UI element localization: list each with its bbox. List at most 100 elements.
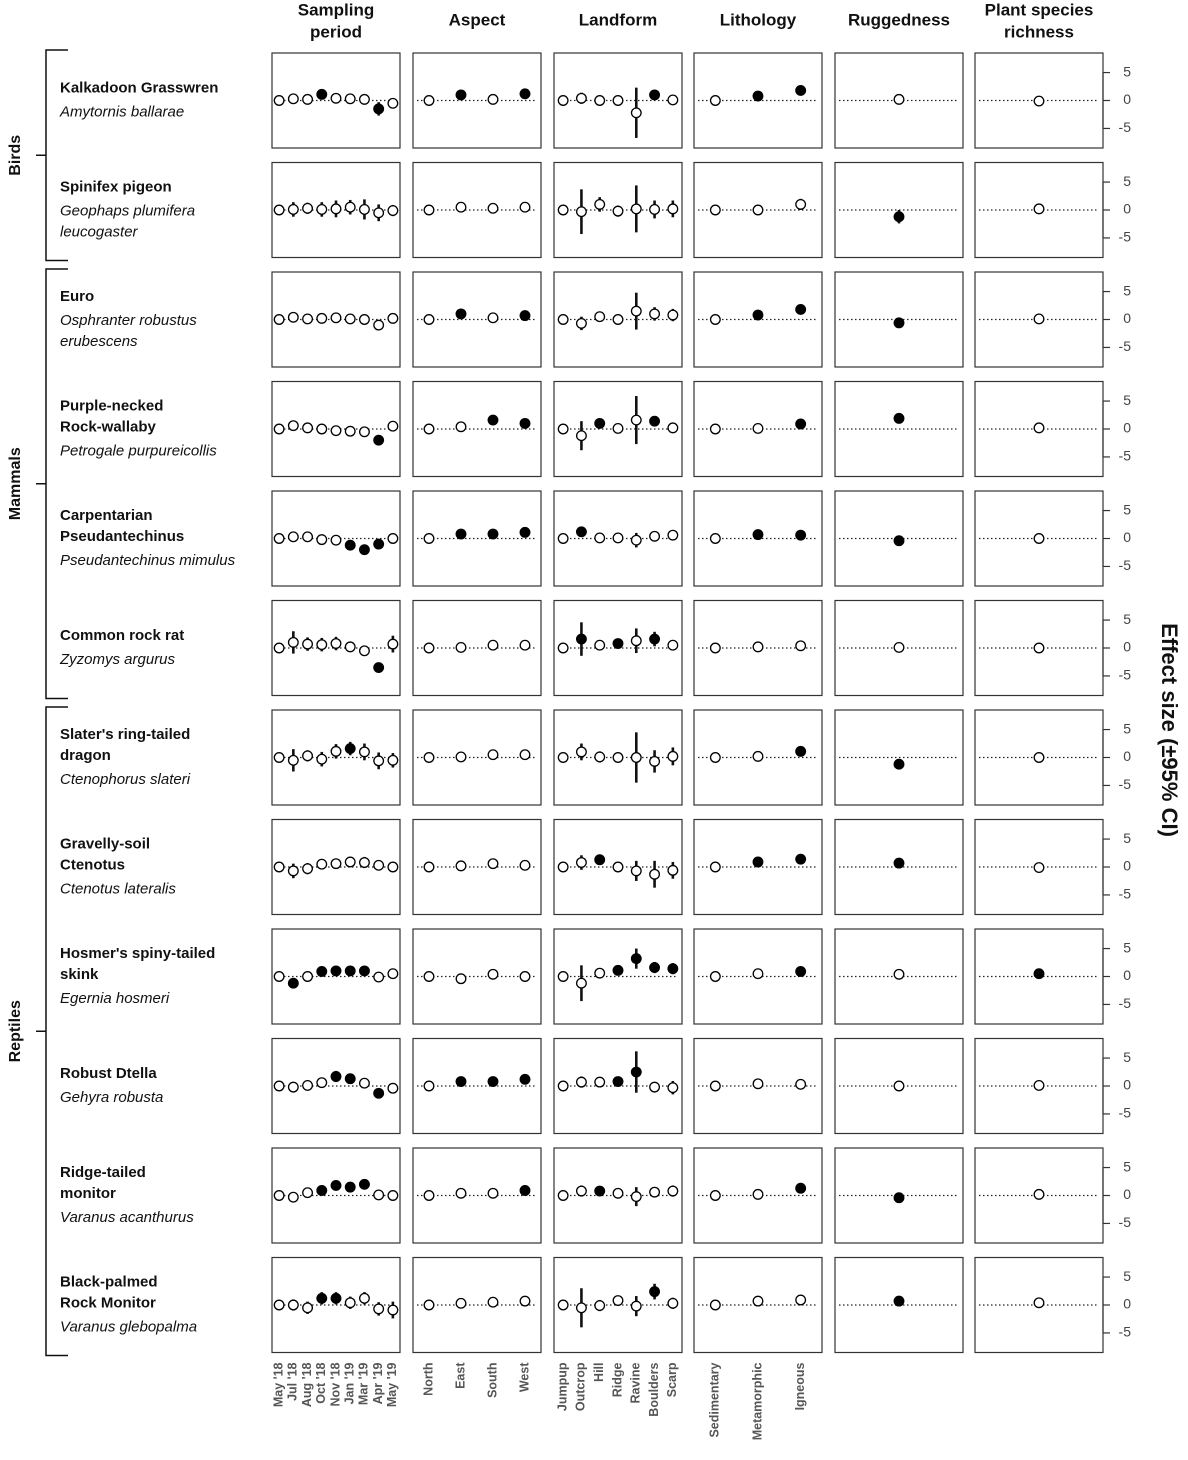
x-tick-label: West — [517, 1362, 531, 1392]
point — [594, 417, 606, 429]
point — [893, 317, 905, 329]
point — [594, 854, 606, 866]
panel — [412, 490, 542, 587]
point — [1033, 422, 1045, 434]
panel — [834, 818, 964, 916]
point — [287, 636, 299, 648]
point — [667, 1297, 679, 1309]
point — [423, 1190, 435, 1201]
point — [649, 868, 661, 880]
point — [273, 971, 285, 982]
point — [373, 207, 385, 219]
point — [302, 971, 314, 982]
x-tick-label: May '18 — [271, 1362, 285, 1407]
point — [519, 859, 531, 871]
point — [273, 1299, 285, 1311]
group-label: Birds — [7, 135, 24, 176]
x-tick-label: Boulders — [647, 1362, 661, 1416]
point — [557, 533, 569, 544]
x-tick-label: Oct '18 — [314, 1362, 328, 1403]
point — [630, 1300, 642, 1312]
point — [273, 1190, 285, 1201]
point — [649, 1081, 661, 1093]
point — [455, 751, 467, 763]
point — [667, 864, 679, 876]
y-tick-label: 0 — [1123, 858, 1131, 874]
column-title: richness — [1004, 22, 1074, 41]
point — [302, 863, 314, 875]
point — [575, 430, 587, 442]
scientific-name: Pseudantechinus mimulus — [60, 552, 236, 569]
point — [273, 752, 285, 763]
point — [344, 201, 356, 213]
point — [358, 544, 370, 556]
point — [302, 531, 314, 543]
y-tick-label: 0 — [1123, 201, 1131, 217]
point — [330, 745, 342, 757]
point — [358, 746, 370, 758]
panel — [412, 1256, 542, 1354]
point — [423, 95, 435, 106]
point — [893, 968, 905, 980]
x-tick-label: Jul '18 — [286, 1362, 300, 1400]
y-tick-label: 5 — [1123, 830, 1131, 846]
point — [630, 1066, 642, 1078]
panel — [693, 1256, 823, 1354]
point — [709, 861, 721, 873]
point — [893, 641, 905, 653]
group-bracket — [36, 706, 68, 1357]
point — [302, 202, 314, 214]
panel — [693, 818, 823, 916]
point — [752, 1188, 764, 1200]
point — [893, 1295, 905, 1307]
point — [575, 206, 587, 218]
point — [373, 662, 385, 674]
point — [455, 860, 467, 872]
common-name: Ctenotus — [60, 856, 125, 873]
point — [287, 1191, 299, 1203]
point — [344, 965, 356, 977]
point — [487, 858, 499, 870]
column-title: Sampling — [298, 0, 375, 19]
common-name: Rock Monitor — [60, 1294, 156, 1311]
point — [358, 1077, 370, 1089]
scientific-name: erubescens — [60, 333, 138, 350]
y-tick-label: 5 — [1123, 939, 1131, 955]
y-tick-label: 5 — [1123, 173, 1131, 189]
y-tick-label: 0 — [1123, 748, 1131, 764]
y-tick-label: -5 — [1119, 776, 1132, 792]
point — [287, 203, 299, 215]
point — [387, 1304, 399, 1316]
y-tick-label: -5 — [1119, 229, 1132, 245]
point — [387, 420, 399, 432]
point — [709, 971, 721, 982]
point — [893, 535, 905, 547]
point — [752, 529, 764, 541]
point — [344, 539, 356, 551]
point — [316, 88, 328, 100]
point — [557, 752, 569, 763]
point — [594, 967, 606, 979]
point — [557, 642, 569, 654]
point — [575, 317, 587, 329]
panel — [693, 599, 823, 697]
point — [709, 642, 721, 654]
point — [612, 205, 624, 217]
point — [316, 423, 328, 435]
point — [557, 204, 569, 216]
point — [649, 308, 661, 320]
panel — [412, 709, 542, 806]
common-name: Slater's ring-tailed — [60, 726, 190, 743]
point — [575, 977, 587, 989]
common-name: Carpentarian — [60, 507, 153, 524]
point — [519, 88, 531, 100]
panel — [412, 1147, 542, 1244]
point — [423, 533, 435, 544]
point — [752, 968, 764, 980]
point — [630, 953, 642, 965]
point — [1033, 752, 1045, 763]
point — [387, 312, 399, 324]
point — [649, 415, 661, 427]
point — [330, 534, 342, 546]
y-tick-label: -5 — [1119, 667, 1132, 683]
